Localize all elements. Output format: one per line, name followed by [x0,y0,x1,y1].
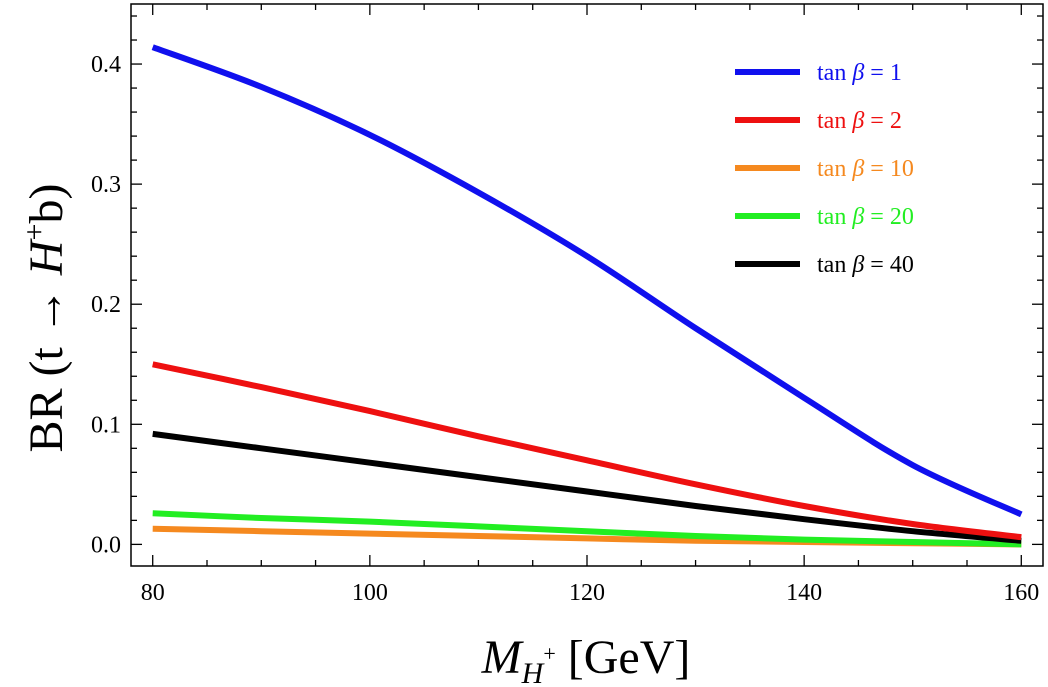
legend-label: tan β = 10 [817,156,914,182]
legend-label: tan β = 1 [817,60,902,86]
x-axis-title-sub: H [521,657,546,687]
y-axis-title-sup: + [18,224,51,241]
y-axis-title: BR (t → H+b) [18,184,73,453]
x-tick-label: 140 [786,580,822,606]
x-axis-title-unit: [GeV] [556,631,691,684]
y-tick-label: 0.4 [91,52,121,78]
y-tick-label: 0.1 [91,412,121,438]
x-tick-label: 120 [569,580,605,606]
x-axis-title: MH+ [GeV] [481,631,691,687]
x-axis-title-sup: + [543,641,555,666]
series-line-20 [152,510,1022,548]
legend-label: tan β = 20 [817,204,914,230]
series-line-1 [151,44,1023,518]
legend: tan β = 1 tan β = 2 tan β = 10 tan β = 20 ta… [735,60,914,278]
y-tick-label: 0.0 [91,532,121,558]
x-axis-title-main: M [481,631,525,684]
y-axis-title-post: b) [20,184,73,224]
x-tick-label: 100 [352,580,388,606]
y-axis-title-italic: H [20,238,73,276]
x-tick-label: 80 [141,580,165,606]
y-axis-title-pre: BR (t → [20,275,73,452]
series-line-2 [152,361,1022,541]
legend-label: tan β = 40 [817,252,914,278]
legend-label: tan β = 2 [817,108,902,134]
y-tick-label: 0.3 [91,172,121,198]
x-tick-label: 160 [1003,580,1039,606]
series-line-40 [152,430,1022,544]
tick-labels: 80 100 120 140 160 0.0 0.1 0.2 0.3 0.4 [91,52,1039,606]
y-tick-label: 0.2 [91,292,121,318]
ticks [131,4,1043,566]
series-lines [151,44,1023,548]
